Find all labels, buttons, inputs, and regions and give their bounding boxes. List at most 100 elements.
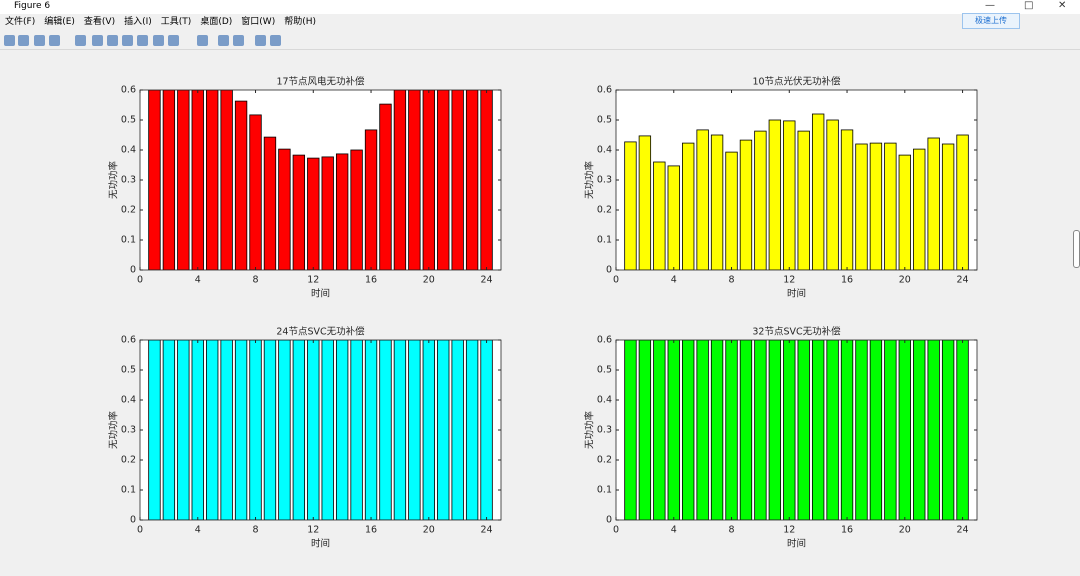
chart-title: 10节点光伏无功补偿 [752, 76, 841, 88]
y-tick-label: 0.6 [597, 85, 612, 96]
x-tick-label: 12 [783, 525, 795, 536]
y-tick-label: 0.2 [597, 455, 612, 466]
y-tick-label: 0.4 [597, 145, 612, 156]
bar [307, 340, 320, 520]
y-tick-label: 0 [130, 515, 136, 526]
x-tick-label: 20 [899, 525, 911, 536]
menu-item[interactable]: 文件(F) [5, 17, 36, 27]
bar [465, 90, 479, 270]
menu-item[interactable]: 插入(I) [124, 17, 152, 27]
y-tick-label: 0.3 [121, 175, 136, 186]
bar [422, 90, 435, 270]
window-title: Figure 6 [14, 1, 51, 11]
y-tick-label: 0.5 [121, 365, 136, 376]
bar [292, 340, 306, 520]
x-tick-label: 12 [783, 275, 795, 286]
y-tick-label: 0.3 [597, 175, 612, 186]
tool-button[interactable] [107, 35, 118, 46]
x-tick-label: 8 [728, 525, 734, 536]
bar [783, 340, 796, 520]
x-tick-label: 8 [728, 275, 734, 286]
tool-button[interactable] [18, 35, 29, 46]
bar [379, 340, 392, 520]
tool-button[interactable] [270, 35, 281, 46]
bar [898, 340, 911, 520]
bar [162, 340, 176, 520]
tool-button[interactable] [34, 35, 45, 46]
tool-button[interactable] [137, 35, 148, 46]
bar [696, 340, 709, 520]
bar [768, 340, 782, 520]
x-tick-label: 20 [423, 525, 435, 536]
bar [335, 153, 349, 270]
bar [364, 129, 378, 270]
bar [927, 340, 940, 520]
bar [855, 143, 868, 270]
menu-item[interactable]: 工具(T) [160, 17, 192, 27]
bar [941, 143, 955, 270]
y-tick-label: 0.4 [121, 145, 136, 156]
bar [292, 154, 306, 270]
bar [884, 340, 897, 520]
menu-item[interactable]: 查看(V) [83, 17, 116, 27]
y-tick-label: 0 [130, 265, 136, 276]
x-tick-label: 0 [137, 525, 143, 536]
bar [941, 340, 955, 520]
bar [393, 90, 407, 270]
menu-item[interactable]: 帮助(H) [284, 17, 316, 27]
bar [465, 340, 479, 520]
tool-button[interactable] [153, 35, 164, 46]
x-axis-label: 时间 [787, 288, 806, 300]
bar [624, 340, 637, 520]
menu-item[interactable]: 编辑(E) [44, 17, 75, 27]
y-tick-label: 0.1 [121, 485, 136, 496]
title-bar: Figure 6 — □ ✕ [0, 0, 1080, 14]
tool-button[interactable] [75, 35, 86, 46]
y-tick-label: 0.6 [121, 85, 136, 96]
y-axis-label: 无功功率 [108, 161, 120, 200]
x-tick-label: 8 [252, 275, 258, 286]
chart-title: 24节点SVC无功补偿 [276, 326, 365, 338]
bar [754, 340, 767, 520]
x-axis-label: 时间 [787, 538, 806, 550]
bar [177, 90, 190, 270]
bar [335, 340, 349, 520]
bar [162, 90, 176, 270]
tool-button[interactable] [197, 35, 208, 46]
bar [206, 340, 219, 520]
bar [667, 165, 680, 270]
y-tick-label: 0.1 [597, 485, 612, 496]
y-tick-label: 0.2 [121, 455, 136, 466]
x-tick-label: 4 [195, 275, 201, 286]
tool-button[interactable] [233, 35, 244, 46]
maximize[interactable]: □ [1024, 0, 1034, 11]
tool-button[interactable] [168, 35, 179, 46]
tool-button[interactable] [255, 35, 266, 46]
menu-item[interactable]: 窗口(W) [241, 17, 276, 27]
bar [913, 340, 926, 520]
bar [710, 340, 724, 520]
x-tick-label: 16 [841, 275, 853, 286]
tool-button[interactable] [122, 35, 133, 46]
bar [898, 154, 911, 270]
x-axis-label: 时间 [311, 538, 330, 550]
tool-button[interactable] [218, 35, 229, 46]
chart-title: 17节点风电无功补偿 [276, 76, 365, 88]
minimize[interactable]: — [985, 0, 995, 11]
figure: 0 0.1 0.2 0.3 0.4 0.5 0.6 0 4 8 12 16 20 24 17节点风电无功补偿… [108, 76, 978, 550]
close[interactable]: ✕ [1058, 0, 1067, 11]
tool-button[interactable] [49, 35, 60, 46]
bar [278, 148, 291, 270]
upload-button[interactable]: 极速上传 [962, 13, 1020, 29]
bar [956, 340, 969, 520]
x-tick-label: 24 [481, 275, 493, 286]
y-tick-label: 0.6 [597, 335, 612, 346]
menu-item[interactable]: 桌面(D) [200, 17, 233, 27]
bar [638, 135, 652, 270]
tool-button[interactable] [4, 35, 15, 46]
y-tick-label: 0.3 [121, 425, 136, 436]
bar [451, 340, 464, 520]
x-tick-label: 24 [481, 525, 493, 536]
tool-button[interactable] [92, 35, 103, 46]
x-tick-label: 24 [957, 275, 969, 286]
